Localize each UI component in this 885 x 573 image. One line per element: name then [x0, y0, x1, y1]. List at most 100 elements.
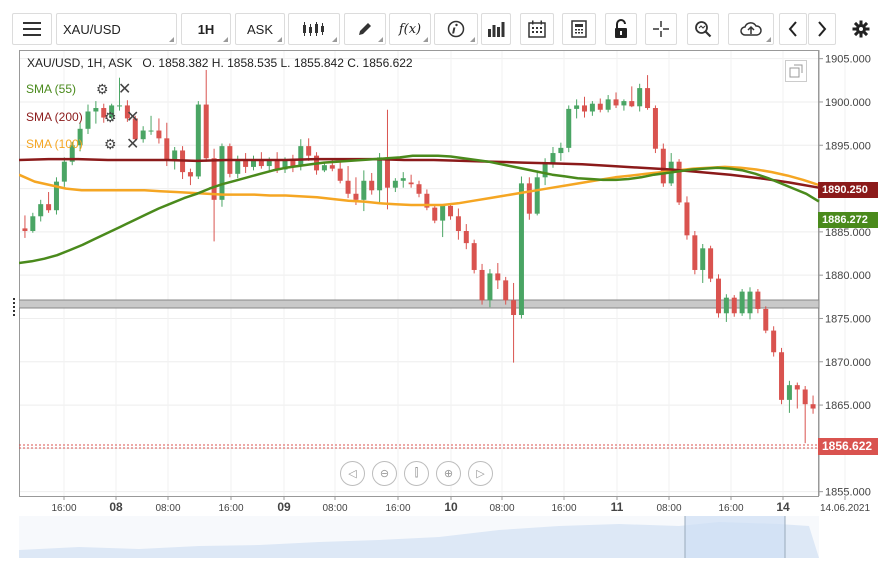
- sma100-remove-close-icon[interactable]: ✕: [126, 136, 140, 153]
- settings-button[interactable]: [846, 13, 876, 45]
- timeframe-selector[interactable]: 1H: [181, 13, 231, 45]
- y-tick-label: 1865.000: [825, 400, 871, 412]
- sma55-remove-close-icon[interactable]: ✕: [118, 81, 132, 98]
- candle: [652, 105, 658, 154]
- candle: [802, 386, 808, 444]
- indicators-button[interactable]: f(x): [389, 13, 431, 45]
- drag-handle-icon[interactable]: [13, 298, 18, 316]
- sma100-legend[interactable]: SMA (100): [26, 137, 83, 151]
- draw-tool-button[interactable]: [344, 13, 386, 45]
- y-tick-label: 1895.000: [825, 140, 871, 152]
- zoom-out-icon: ⊖: [379, 468, 390, 480]
- candle-body: [164, 138, 170, 160]
- candle-body: [361, 180, 367, 200]
- candle: [243, 153, 249, 173]
- zoom-out-button[interactable]: ⊖: [372, 461, 397, 486]
- price-type-selector[interactable]: ASK: [235, 13, 285, 45]
- x-axis-labels: 16:00 08 08:00 16:00 09 08:00 16:00 10 08:00 16:0…: [51, 496, 870, 514]
- sma55-legend[interactable]: SMA (55): [26, 82, 77, 96]
- scroll-left-button[interactable]: [779, 13, 807, 45]
- zoom-in-button[interactable]: ⊕: [436, 461, 461, 486]
- dropdown-corner-icon: [470, 37, 475, 42]
- candle: [448, 203, 454, 220]
- dropdown-corner-icon: [423, 37, 428, 42]
- pan-right-button[interactable]: ▷: [468, 461, 493, 486]
- calendar-button[interactable]: [520, 13, 554, 45]
- sma100-settings-gear-icon[interactable]: ⚙: [104, 136, 117, 152]
- scroll-right-button[interactable]: [808, 13, 836, 45]
- candle: [621, 99, 627, 111]
- candle: [534, 170, 540, 216]
- horizontal-level-band[interactable]: [19, 299, 820, 309]
- candle: [526, 177, 532, 220]
- lock-button[interactable]: [605, 13, 637, 45]
- candle-body: [739, 291, 745, 314]
- candle-body: [408, 182, 414, 185]
- sma200-legend[interactable]: SMA (200): [26, 110, 83, 124]
- candle: [172, 146, 178, 170]
- candle-body: [676, 161, 682, 203]
- candle: [794, 382, 800, 409]
- sma200-settings-gear-icon[interactable]: ⚙: [104, 109, 117, 125]
- candle: [739, 289, 745, 316]
- dropdown-corner-icon: [223, 37, 228, 42]
- candle: [613, 92, 619, 109]
- zoom-button[interactable]: [687, 13, 719, 45]
- news-button[interactable]: [562, 13, 596, 45]
- sma200-remove-close-icon[interactable]: ✕: [126, 109, 140, 126]
- candle-body: [621, 101, 627, 106]
- chart-info-header: XAU/USD, 1H, ASK O. 1858.382 H. 1858.535…: [27, 56, 413, 70]
- y-tick-label: 1900.000: [825, 97, 871, 109]
- volume-button[interactable]: [481, 13, 511, 45]
- symbol-info: XAU/USD, 1H, ASK: [27, 56, 133, 70]
- candle-body: [156, 130, 162, 139]
- candle-body: [321, 165, 327, 171]
- popout-button[interactable]: [785, 60, 807, 82]
- candle-body: [550, 153, 556, 163]
- candle-body: [518, 183, 524, 316]
- reset-icon: ⫿: [414, 467, 419, 479]
- price-chart[interactable]: 1905.0001900.0001895.0001890.0001885.000…: [19, 50, 881, 558]
- crosshair-button[interactable]: [645, 13, 677, 45]
- candle-body: [282, 159, 288, 170]
- candle-body: [203, 104, 209, 159]
- x-tick-label: 16:00: [51, 503, 76, 514]
- pan-left-button[interactable]: ◁: [340, 461, 365, 486]
- info-button[interactable]: [434, 13, 478, 45]
- symbol-selector[interactable]: XAU/USD: [56, 13, 177, 45]
- candle-body: [101, 108, 107, 118]
- symbol-label: XAU/USD: [63, 21, 121, 37]
- sma55-settings-gear-icon[interactable]: ⚙: [96, 81, 109, 97]
- chart-navigation: ◁ ⊖ ⫿ ⊕ ▷: [340, 461, 493, 486]
- candle: [511, 282, 517, 363]
- last-price-tag: 1856.622: [818, 438, 878, 455]
- chart-type-button[interactable]: [288, 13, 340, 45]
- unlock-icon: [615, 19, 627, 38]
- candle-body: [290, 159, 296, 167]
- candle: [377, 153, 383, 203]
- candle-body: [211, 158, 217, 200]
- candle: [101, 103, 107, 123]
- function-icon: f(x): [398, 21, 422, 37]
- reset-view-button[interactable]: ⫿: [404, 461, 429, 486]
- candle: [763, 306, 769, 334]
- candle-body: [779, 352, 785, 400]
- candle-body: [487, 273, 493, 301]
- candle-body: [377, 157, 383, 191]
- navigator-window[interactable]: [685, 516, 785, 558]
- candle-body: [30, 216, 36, 231]
- export-button[interactable]: [728, 13, 774, 45]
- timeframe-label: 1H: [197, 21, 215, 37]
- candle: [290, 154, 296, 173]
- candle-body: [652, 108, 658, 149]
- candle-body: [589, 103, 595, 112]
- sma55-line: [19, 154, 820, 265]
- candle-body: [77, 128, 83, 146]
- x-tick-label: 08:00: [489, 503, 514, 514]
- candle-body: [708, 248, 714, 279]
- menu-button[interactable]: [12, 13, 52, 45]
- x-tick-label: 16:00: [718, 503, 743, 514]
- candle: [731, 295, 737, 317]
- sma-lines: [19, 154, 820, 265]
- chevron-left-icon: [788, 21, 797, 37]
